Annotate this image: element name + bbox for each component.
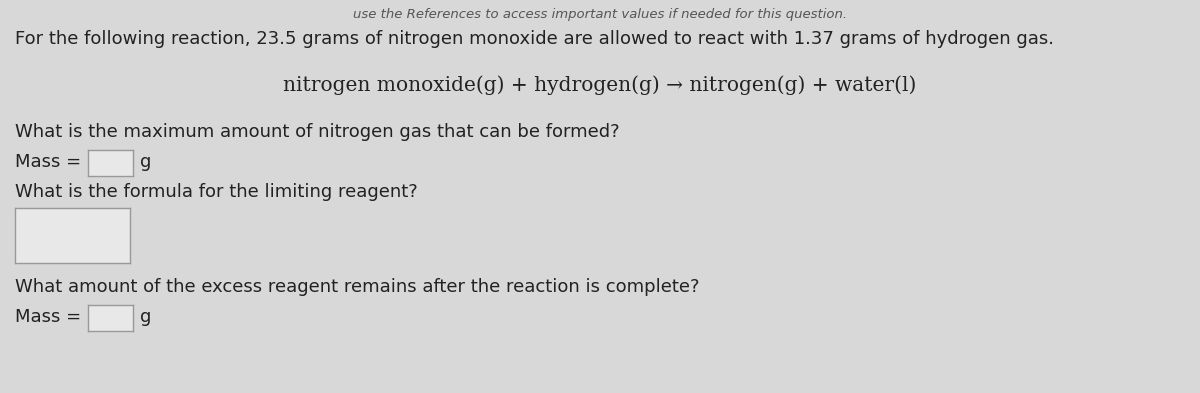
Text: For the following reaction, 23.5 grams of nitrogen monoxide are allowed to react: For the following reaction, 23.5 grams o… <box>14 30 1054 48</box>
Text: nitrogen monoxide(g) + hydrogen(g) → nitrogen(g) + water(l): nitrogen monoxide(g) + hydrogen(g) → nit… <box>283 75 917 95</box>
Text: What amount of the excess reagent remains after the reaction is complete?: What amount of the excess reagent remain… <box>14 278 700 296</box>
Text: use the References to access important values if needed for this question.: use the References to access important v… <box>353 8 847 21</box>
Text: Mass =: Mass = <box>14 308 86 326</box>
Text: What is the formula for the limiting reagent?: What is the formula for the limiting rea… <box>14 183 418 201</box>
Text: g: g <box>140 153 151 171</box>
Text: What is the maximum amount of nitrogen gas that can be formed?: What is the maximum amount of nitrogen g… <box>14 123 619 141</box>
Text: Mass =: Mass = <box>14 153 86 171</box>
Text: g: g <box>140 308 151 326</box>
